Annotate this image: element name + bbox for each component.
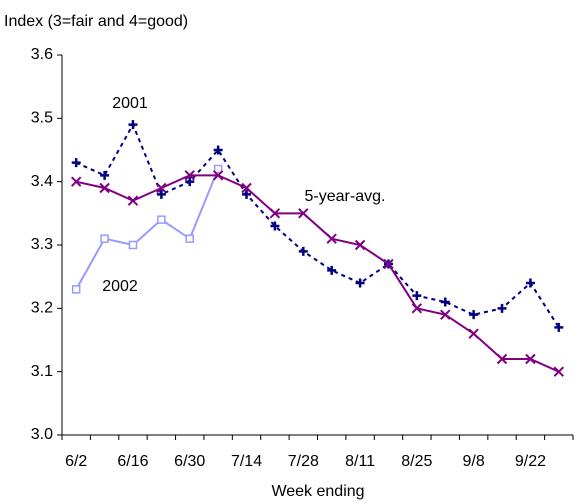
- y-tick-label: 3.2: [31, 300, 53, 317]
- marker: [241, 182, 252, 194]
- marker: [525, 353, 536, 365]
- series-line: [75, 122, 560, 328]
- x-tick-label: 7/28: [288, 453, 319, 470]
- marker: [440, 309, 451, 320]
- marker: [298, 246, 308, 256]
- x-tick-label: 6/2: [65, 453, 87, 470]
- marker: [185, 177, 195, 187]
- y-tick-label: 3.1: [31, 363, 53, 380]
- y-tick-label: 3.5: [31, 110, 53, 127]
- marker: [184, 170, 195, 181]
- marker: [99, 182, 110, 194]
- x-tick-label: 7/14: [231, 453, 262, 470]
- marker: [242, 189, 252, 199]
- marker: [468, 328, 479, 339]
- x-tick-label: 8/25: [401, 453, 432, 470]
- marker: [71, 158, 81, 168]
- marker: [71, 285, 81, 294]
- marker: [213, 145, 223, 155]
- y-tick-label: 3.6: [31, 46, 53, 63]
- marker: [70, 176, 82, 187]
- series-line: [75, 168, 220, 290]
- marker: [469, 310, 479, 320]
- marker: [326, 233, 337, 244]
- series-label: 2002: [102, 278, 138, 295]
- marker: [185, 234, 194, 243]
- marker: [440, 297, 450, 307]
- marker: [553, 366, 565, 377]
- marker: [497, 303, 507, 313]
- x-tick-label: 6/16: [117, 453, 148, 470]
- x-tick-label: 9/8: [463, 453, 485, 470]
- marker: [128, 240, 138, 250]
- marker: [127, 195, 139, 206]
- marker: [354, 239, 366, 251]
- marker: [157, 215, 166, 224]
- chart-title: Index (3=fair and 4=good): [4, 13, 188, 30]
- marker: [213, 164, 223, 174]
- marker: [496, 353, 508, 365]
- x-tick-label: 8/11: [345, 453, 375, 470]
- marker: [128, 120, 138, 130]
- x-axis-title: Week ending: [271, 483, 364, 500]
- marker: [156, 182, 167, 194]
- x-tick-label: 9/22: [515, 453, 546, 470]
- y-tick-label: 3.0: [31, 426, 53, 443]
- marker: [327, 265, 337, 275]
- x-tick-label: 6/30: [174, 453, 205, 470]
- marker: [270, 221, 280, 231]
- marker: [212, 170, 224, 181]
- marker: [355, 278, 365, 288]
- series-label: 2001: [112, 95, 148, 112]
- series-label: 5-year-avg.: [305, 188, 386, 205]
- marker: [412, 291, 422, 301]
- marker: [383, 258, 394, 270]
- marker: [554, 322, 564, 332]
- marker: [269, 208, 281, 219]
- y-tick-label: 3.4: [31, 173, 53, 190]
- y-tick-label: 3.3: [31, 236, 53, 253]
- marker: [525, 278, 535, 288]
- marker: [156, 189, 166, 199]
- marker: [100, 170, 110, 180]
- marker: [411, 303, 423, 314]
- marker: [298, 208, 309, 219]
- marker: [100, 234, 109, 243]
